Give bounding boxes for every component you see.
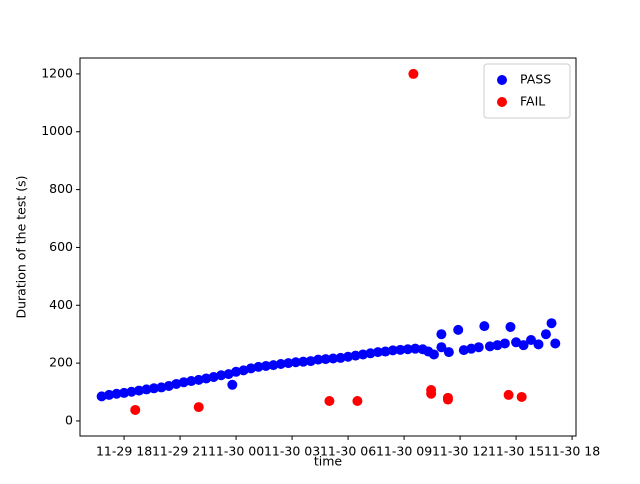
point (216, 370, 227, 381)
point (324, 396, 335, 407)
point (320, 354, 331, 365)
point (443, 347, 454, 358)
point (428, 349, 439, 360)
x-tick-label: 11-30 09 (376, 444, 432, 459)
point (298, 356, 309, 367)
point (380, 346, 391, 357)
point (540, 329, 551, 340)
point (550, 338, 561, 349)
point (275, 358, 286, 369)
point (352, 396, 363, 407)
point (365, 348, 376, 359)
x-tick-label: 11-30 12 (432, 444, 488, 459)
point (328, 353, 339, 364)
point (387, 345, 398, 356)
x-tick-label: 11-30 00 (208, 444, 264, 459)
point (492, 340, 503, 351)
y-tick-label: 600 (49, 239, 73, 254)
point (335, 352, 346, 363)
y-tick-label: 1200 (41, 65, 73, 80)
x-tick-label: 11-29 21 (152, 444, 208, 459)
point (126, 386, 137, 397)
point (442, 394, 453, 405)
point (350, 350, 361, 361)
point (546, 318, 557, 329)
point (395, 344, 406, 355)
point (479, 321, 490, 332)
x-tick-label: 11-30 03 (264, 444, 320, 459)
x-axis-label: time (314, 454, 343, 469)
point (253, 361, 264, 372)
legend-label: PASS (520, 72, 551, 87)
point (193, 374, 204, 385)
y-tick-label: 200 (49, 355, 73, 370)
point (526, 334, 537, 345)
point (436, 342, 447, 353)
point (227, 379, 238, 390)
point (96, 391, 107, 402)
point (372, 347, 383, 358)
legend-label: FAIL (520, 94, 545, 109)
point (402, 344, 413, 355)
point (484, 341, 495, 352)
point (426, 388, 437, 399)
point (499, 338, 510, 349)
point (130, 404, 141, 415)
x-tick-label: 11-30 06 (320, 444, 376, 459)
point (104, 389, 115, 400)
point (436, 329, 447, 340)
point (208, 372, 219, 383)
point (343, 351, 354, 362)
point (290, 357, 301, 368)
y-axis-label: Duration of the test (s) (14, 175, 29, 318)
point (313, 354, 324, 365)
point (245, 363, 256, 374)
point (156, 382, 167, 393)
x-tick-label: 11-30 18 (544, 444, 600, 459)
point (283, 358, 294, 369)
point (358, 349, 369, 360)
point (473, 342, 484, 353)
point (410, 343, 421, 354)
point (133, 385, 144, 396)
point (518, 340, 529, 351)
point (533, 339, 544, 350)
point (268, 360, 279, 371)
point (305, 356, 316, 367)
point (171, 378, 182, 389)
point (193, 402, 204, 413)
y-tick-label: 400 (49, 297, 73, 312)
point (231, 366, 242, 377)
point (505, 321, 516, 332)
point (111, 388, 122, 399)
legend-marker (497, 75, 507, 85)
x-tick-label: 11-29 18 (96, 444, 152, 459)
y-tick-label: 0 (65, 412, 73, 427)
y-tick-label: 800 (49, 181, 73, 196)
point (201, 373, 212, 384)
point (186, 376, 197, 387)
point (503, 389, 514, 400)
x-tick-label: 11-30 15 (488, 444, 544, 459)
y-tick-label: 1000 (41, 123, 73, 138)
point (119, 387, 130, 398)
point (178, 377, 189, 388)
point (453, 324, 464, 335)
legend-marker (497, 97, 507, 107)
point (141, 384, 152, 395)
point (260, 361, 271, 372)
point (408, 68, 419, 79)
point (458, 345, 469, 356)
point (148, 383, 159, 394)
point (516, 391, 527, 402)
point (466, 343, 477, 354)
